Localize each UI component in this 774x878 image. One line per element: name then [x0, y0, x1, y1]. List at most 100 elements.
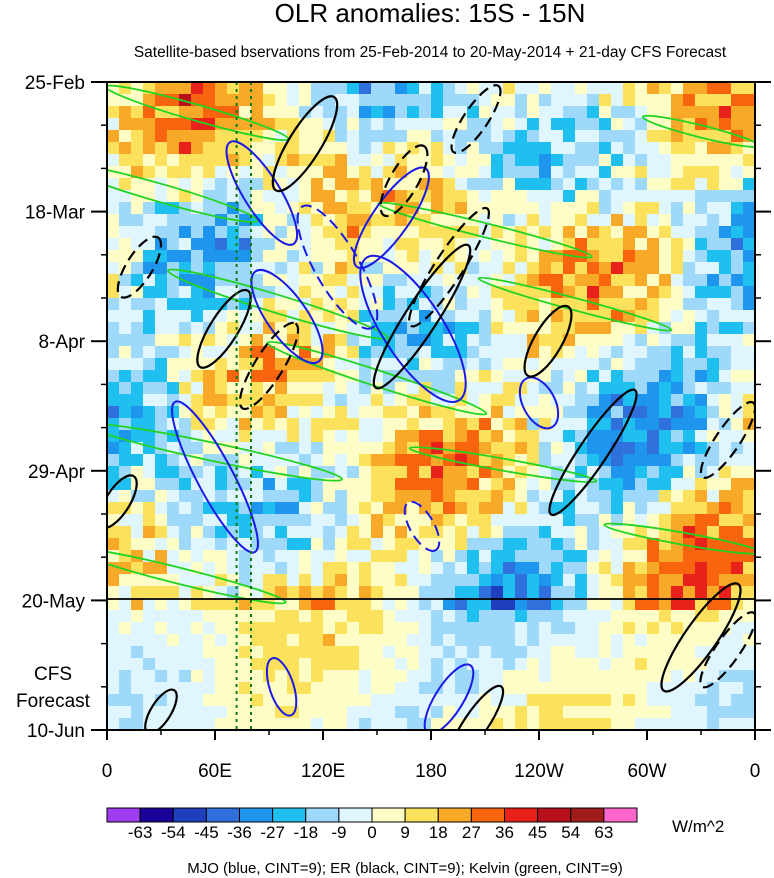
heat-cell	[119, 178, 132, 191]
heat-cell	[563, 346, 576, 359]
colorbar-swatch	[371, 807, 406, 823]
heat-cell	[551, 694, 564, 707]
heat-cell	[743, 382, 755, 395]
heat-cell	[503, 214, 516, 227]
heat-cell	[347, 454, 360, 467]
heat-cell	[503, 514, 516, 527]
y-tick-label: 29-Apr	[28, 462, 86, 483]
heat-cell	[263, 202, 276, 215]
heat-cell	[515, 706, 528, 719]
heat-cell	[167, 142, 180, 155]
heat-cell	[203, 658, 216, 671]
heat-cell	[155, 94, 168, 107]
heat-cell	[647, 286, 660, 299]
heat-cell	[647, 346, 660, 359]
heat-cell	[659, 226, 672, 239]
heat-cell	[419, 670, 432, 683]
heat-cell	[695, 550, 708, 563]
heat-cell	[323, 142, 336, 155]
heat-cell	[359, 142, 372, 155]
heat-cell	[431, 574, 444, 587]
heat-cell	[611, 346, 624, 359]
heat-cell	[119, 574, 132, 587]
heat-cell	[383, 430, 396, 443]
heat-cell	[203, 298, 216, 311]
heat-cell	[551, 682, 564, 695]
heat-cell	[263, 538, 276, 551]
heat-cell	[635, 598, 648, 611]
heat-cell	[455, 166, 468, 179]
heat-cell	[503, 262, 516, 275]
heat-cell	[215, 718, 228, 730]
heat-cell	[551, 634, 564, 647]
heat-cell	[647, 550, 660, 563]
heat-cell	[143, 646, 156, 659]
heat-cell	[371, 334, 384, 347]
heat-cell	[599, 142, 612, 155]
heat-cell	[287, 490, 300, 503]
heat-cell	[719, 706, 732, 719]
heat-cell	[227, 226, 240, 239]
heat-cell	[203, 82, 216, 95]
heat-cell	[395, 214, 408, 227]
heat-cell	[431, 502, 444, 515]
heat-cell	[683, 94, 696, 107]
heat-cell	[599, 514, 612, 527]
heat-cell	[419, 634, 432, 647]
heat-cell	[695, 406, 708, 419]
heat-cell	[695, 142, 708, 155]
heat-cell	[587, 358, 600, 371]
heat-cell	[695, 310, 708, 323]
heat-cell	[335, 718, 348, 730]
heat-cell	[479, 298, 492, 311]
heat-cell	[155, 598, 168, 611]
heat-cell	[491, 622, 504, 635]
heat-cell	[275, 466, 288, 479]
heat-cell	[743, 454, 755, 467]
heat-cell	[371, 262, 384, 275]
heat-cell	[203, 514, 216, 527]
heat-cell	[635, 94, 648, 107]
heat-cell	[695, 586, 708, 599]
heat-cell	[611, 706, 624, 719]
heat-cell	[311, 490, 324, 503]
heat-cell	[431, 622, 444, 635]
heat-cell	[443, 370, 456, 383]
heat-cell	[731, 322, 744, 335]
heat-cell	[371, 298, 384, 311]
heat-cell	[131, 106, 144, 119]
heat-cell	[239, 82, 252, 95]
heat-cell	[419, 394, 432, 407]
heat-cell	[467, 466, 480, 479]
heat-cell	[251, 406, 264, 419]
heat-cell	[179, 346, 192, 359]
heat-cell	[263, 502, 276, 515]
heat-cell	[311, 658, 324, 671]
heat-cell	[203, 430, 216, 443]
heat-cell	[347, 610, 360, 623]
heat-cell	[203, 622, 216, 635]
heat-cell	[215, 430, 228, 443]
heat-cell	[383, 694, 396, 707]
heat-cell	[347, 526, 360, 539]
heat-cell	[563, 382, 576, 395]
heat-cell	[311, 82, 324, 95]
heat-cell	[683, 442, 696, 455]
heat-cell	[539, 82, 552, 95]
heat-cell	[131, 166, 144, 179]
heat-cell	[503, 694, 516, 707]
heat-cell	[155, 490, 168, 503]
heat-cell	[659, 274, 672, 287]
heat-cell	[335, 406, 348, 419]
heat-cell	[563, 574, 576, 587]
heat-cell	[203, 718, 216, 730]
heat-cell	[359, 418, 372, 431]
heat-cell	[215, 346, 228, 359]
heat-cell	[635, 250, 648, 263]
heat-cell	[563, 406, 576, 419]
heat-cell	[455, 562, 468, 575]
heat-cell	[215, 166, 228, 179]
heat-cell	[503, 118, 516, 131]
heat-cell	[383, 622, 396, 635]
heat-cell	[119, 142, 132, 155]
